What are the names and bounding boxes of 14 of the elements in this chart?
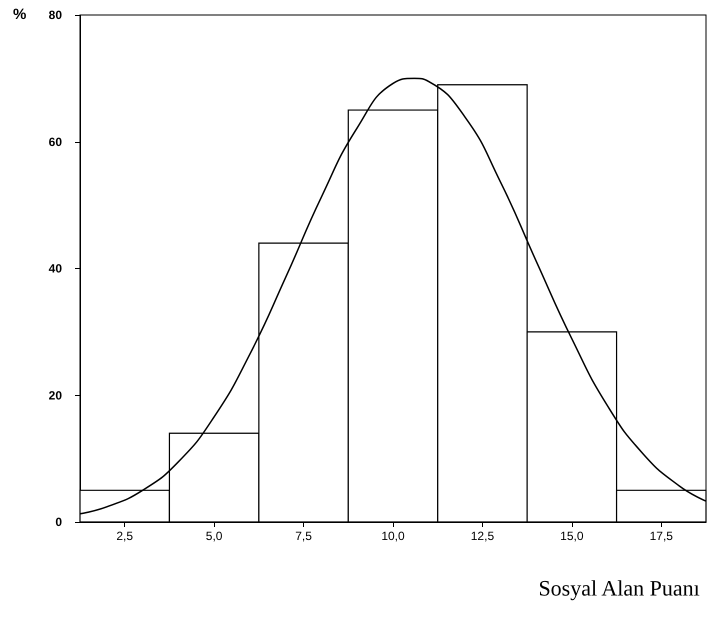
x-axis-title: Sosyal Alan Puanı <box>538 576 700 600</box>
y-tick-label: 20 <box>48 388 62 402</box>
x-tick-label: 15,0 <box>560 529 584 543</box>
y-tick-label: 60 <box>48 134 62 149</box>
y-tick-label: 40 <box>48 262 62 276</box>
x-tick-label: 10,0 <box>381 529 405 543</box>
x-tick-label: 17,5 <box>650 529 674 543</box>
y-axis-title: % <box>13 6 26 23</box>
y-tick-label: 0 <box>55 515 62 529</box>
x-tick-label: 2,5 <box>116 529 134 543</box>
x-tick-label: 5,0 <box>206 529 223 543</box>
y-tick-label: 80 <box>48 8 62 22</box>
x-tick-label: 12,5 <box>470 529 494 543</box>
x-tick-label: 7,5 <box>295 529 312 543</box>
